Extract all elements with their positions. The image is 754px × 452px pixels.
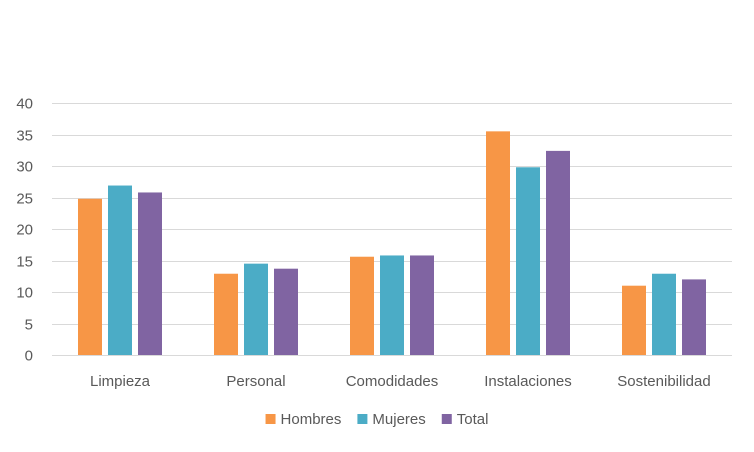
x-tick-label: Personal xyxy=(226,373,285,390)
bar-hombres-sostenibilidad xyxy=(622,285,646,355)
x-tick-label: Limpieza xyxy=(90,373,151,390)
x-tick-label: Instalaciones xyxy=(484,373,572,390)
bar-mujeres-limpieza xyxy=(108,185,132,355)
bar-hombres-personal xyxy=(214,273,238,355)
legend: Hombres Mujeres Total xyxy=(265,411,489,428)
y-tick-label: 20 xyxy=(16,222,33,239)
bar-mujeres-instalaciones xyxy=(516,167,540,355)
bar-hombres-comodidades xyxy=(350,256,374,355)
x-tick-label: Sostenibilidad xyxy=(617,373,710,390)
y-tick-label: 5 xyxy=(25,317,33,334)
legend-label-hombres: Hombres xyxy=(281,411,342,428)
x-axis-ticks: Limpieza Personal Comodidades Instalaciones… xyxy=(90,373,711,390)
y-tick-label: 0 xyxy=(25,348,33,365)
legend-swatch-hombres xyxy=(265,414,276,424)
bars xyxy=(78,131,706,355)
bar-hombres-instalaciones xyxy=(486,131,510,355)
y-tick-label: 35 xyxy=(16,128,33,145)
bar-total-instalaciones xyxy=(546,150,570,355)
bar-mujeres-comodidades xyxy=(380,255,404,355)
gridlines xyxy=(52,103,732,356)
legend-label-mujeres: Mujeres xyxy=(372,411,425,428)
legend-swatch-total xyxy=(441,414,452,424)
bar-mujeres-personal xyxy=(244,263,268,355)
bar-total-limpieza xyxy=(138,192,162,355)
bar-total-personal xyxy=(274,268,298,355)
x-tick-label: Comodidades xyxy=(346,373,439,390)
y-tick-label: 40 xyxy=(16,96,33,113)
bar-total-sostenibilidad xyxy=(682,279,706,355)
y-tick-label: 15 xyxy=(16,254,33,271)
bar-total-comodidades xyxy=(410,255,434,355)
y-tick-label: 25 xyxy=(16,191,33,208)
legend-swatch-mujeres xyxy=(357,414,368,424)
bar-hombres-limpieza xyxy=(78,198,102,355)
y-tick-label: 10 xyxy=(16,285,33,302)
legend-label-total: Total xyxy=(457,411,489,428)
y-axis-ticks: 0 5 10 15 20 25 30 35 40 xyxy=(16,96,33,365)
bar-mujeres-sostenibilidad xyxy=(652,273,676,355)
y-tick-label: 30 xyxy=(16,159,33,176)
